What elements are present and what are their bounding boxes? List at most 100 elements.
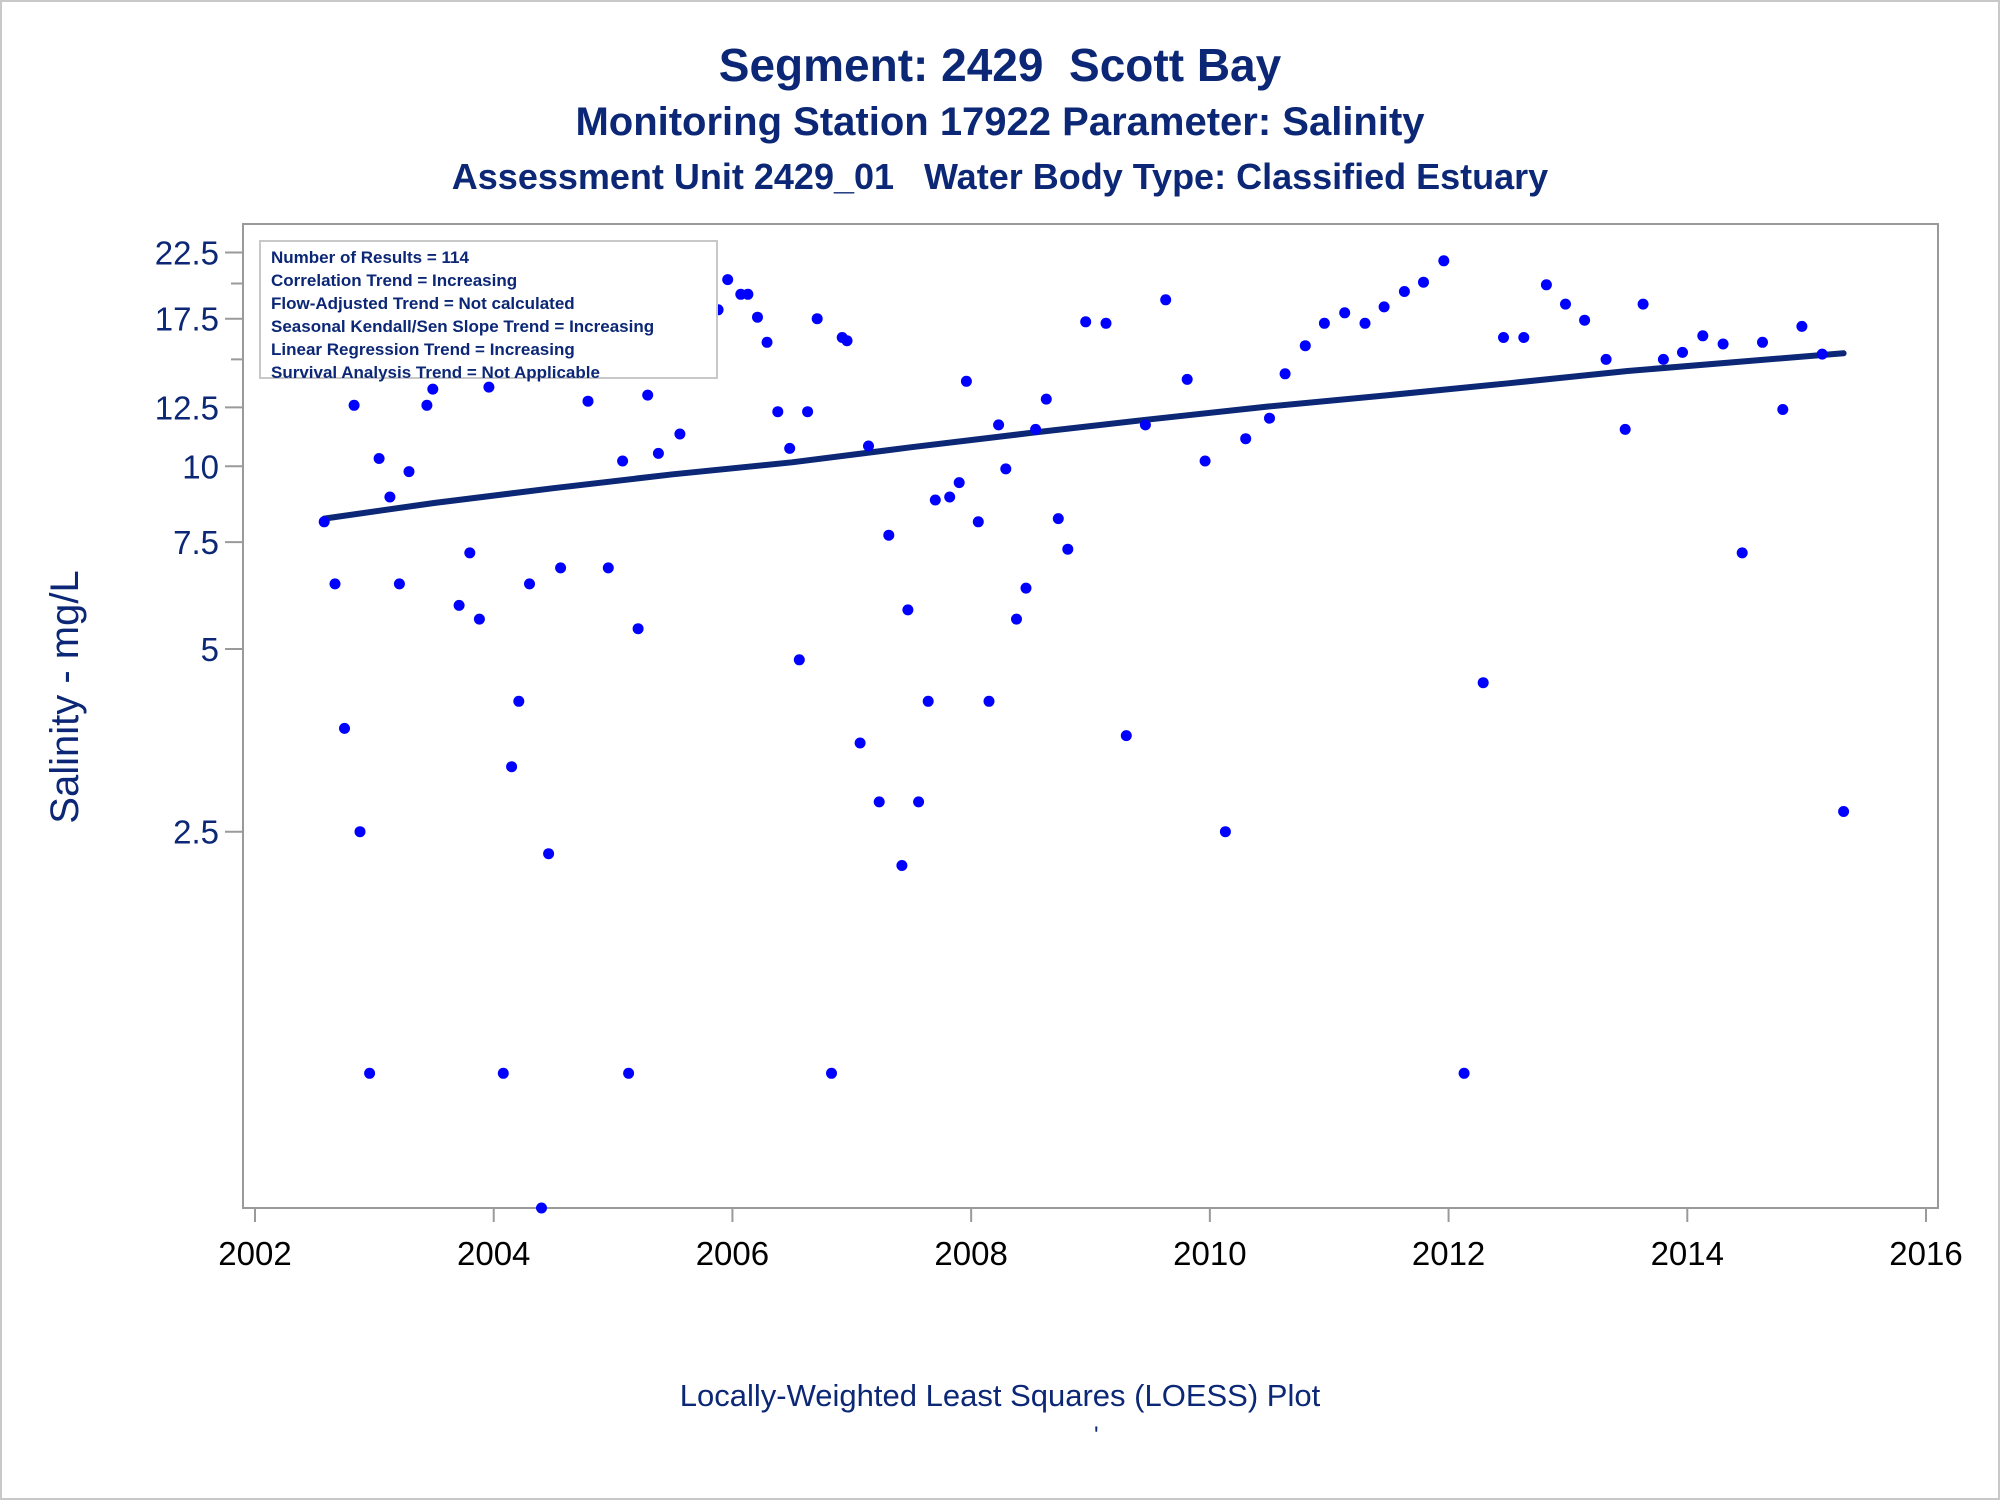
y-tick-label: 17.5 xyxy=(155,301,219,338)
data-point xyxy=(1560,298,1571,310)
data-point xyxy=(674,428,686,440)
data-point xyxy=(339,722,350,734)
chart-subtitle-2: Assessment Unit 2429_01 Water Body Type:… xyxy=(451,156,1549,197)
data-point xyxy=(841,335,853,347)
data-point xyxy=(863,440,874,452)
data-point xyxy=(403,466,415,478)
x-tick-label: 2008 xyxy=(934,1235,1007,1272)
data-point xyxy=(1619,423,1631,435)
data-point xyxy=(617,455,629,467)
data-point xyxy=(1219,826,1231,838)
data-point xyxy=(1080,316,1092,328)
trend-line-path xyxy=(321,350,1847,522)
stat-line: Seasonal Kendall/Sen Slope Trend = Incre… xyxy=(271,317,655,336)
data-point xyxy=(582,395,594,407)
data-point xyxy=(1579,314,1591,326)
data-point xyxy=(972,516,984,528)
data-point xyxy=(497,1067,509,1079)
data-point xyxy=(854,737,866,749)
data-point xyxy=(473,613,485,625)
data-point xyxy=(453,599,465,611)
data-point xyxy=(1418,276,1429,288)
data-point xyxy=(1717,338,1729,350)
data-point xyxy=(384,491,396,503)
y-tick-label: 2.5 xyxy=(173,814,219,851)
statistics-box: Number of Results = 114 Correlation Trend… xyxy=(259,240,718,382)
data-point xyxy=(1796,320,1808,332)
data-point xyxy=(1000,463,1012,475)
data-point xyxy=(1600,353,1612,365)
data-point xyxy=(623,1067,635,1079)
stat-line: Linear Regression Trend = Increasing xyxy=(271,340,575,359)
data-point xyxy=(364,1067,376,1079)
data-point xyxy=(913,796,925,808)
data-point xyxy=(555,562,567,574)
data-point xyxy=(1757,336,1768,348)
data-point xyxy=(1498,332,1509,343)
trend-line xyxy=(321,350,1847,522)
data-point xyxy=(1477,677,1489,689)
x-tick-label: 2004 xyxy=(457,1235,530,1272)
data-point xyxy=(1040,393,1052,405)
data-point xyxy=(632,623,644,635)
data-point xyxy=(1240,433,1252,445)
data-point xyxy=(1677,346,1688,358)
data-point xyxy=(772,406,784,418)
data-point xyxy=(944,491,956,503)
data-point xyxy=(883,529,895,541)
y-tick-label: 7.5 xyxy=(173,524,219,561)
data-point xyxy=(513,695,525,707)
data-point xyxy=(1359,317,1371,329)
data-point xyxy=(896,860,908,871)
x-tick-label: 2002 xyxy=(218,1235,291,1272)
chart-subtitle: Monitoring Station 17922 Parameter: Sali… xyxy=(575,100,1425,144)
data-point xyxy=(1697,330,1709,342)
data-point xyxy=(1160,294,1172,306)
chart-title: Segment: 2429 Scott Bay xyxy=(718,39,1282,91)
data-point xyxy=(983,695,995,707)
data-point xyxy=(902,604,914,616)
data-point xyxy=(722,274,734,286)
data-point xyxy=(993,419,1005,431)
data-point xyxy=(483,381,495,393)
data-point xyxy=(1120,730,1132,742)
x-tick-label: 2010 xyxy=(1173,1235,1246,1272)
data-point xyxy=(1181,373,1193,385)
data-point xyxy=(1540,279,1552,291)
data-point xyxy=(427,383,439,395)
data-point xyxy=(1100,317,1112,329)
data-point xyxy=(752,311,763,323)
data-point xyxy=(1339,307,1351,319)
y-tick-label: 12.5 xyxy=(155,389,219,426)
data-point xyxy=(1139,419,1151,431)
data-point xyxy=(373,453,385,464)
y-tick-label: 5 xyxy=(201,631,219,668)
data-point xyxy=(543,848,555,860)
x-tick-label: 2014 xyxy=(1651,1235,1724,1272)
stat-line: Survival Analysis Trend = Not Applicable xyxy=(271,363,600,382)
data-point xyxy=(873,796,885,808)
footnote-mark: ' xyxy=(1094,1422,1099,1449)
data-point xyxy=(348,399,360,411)
data-point xyxy=(1816,348,1828,360)
data-point xyxy=(354,826,366,838)
y-tick-label: 10 xyxy=(182,448,219,485)
data-point xyxy=(1264,412,1275,424)
data-point xyxy=(652,447,664,459)
data-point xyxy=(524,578,535,590)
footnote: Locally-Weighted Least Squares (LOESS) P… xyxy=(679,1378,1321,1413)
data-point xyxy=(811,313,823,325)
data-point xyxy=(1062,543,1074,555)
y-tick-label: 22.5 xyxy=(155,234,219,271)
data-point xyxy=(1199,455,1211,467)
data-point xyxy=(1011,613,1022,625)
data-point xyxy=(642,389,654,401)
data-point xyxy=(1378,301,1390,313)
plot-area xyxy=(242,223,1939,1209)
stat-line: Correlation Trend = Increasing xyxy=(271,271,518,290)
data-point xyxy=(1279,368,1291,380)
data-point xyxy=(1736,547,1748,559)
data-point xyxy=(1458,1067,1470,1079)
data-point xyxy=(1299,340,1311,352)
